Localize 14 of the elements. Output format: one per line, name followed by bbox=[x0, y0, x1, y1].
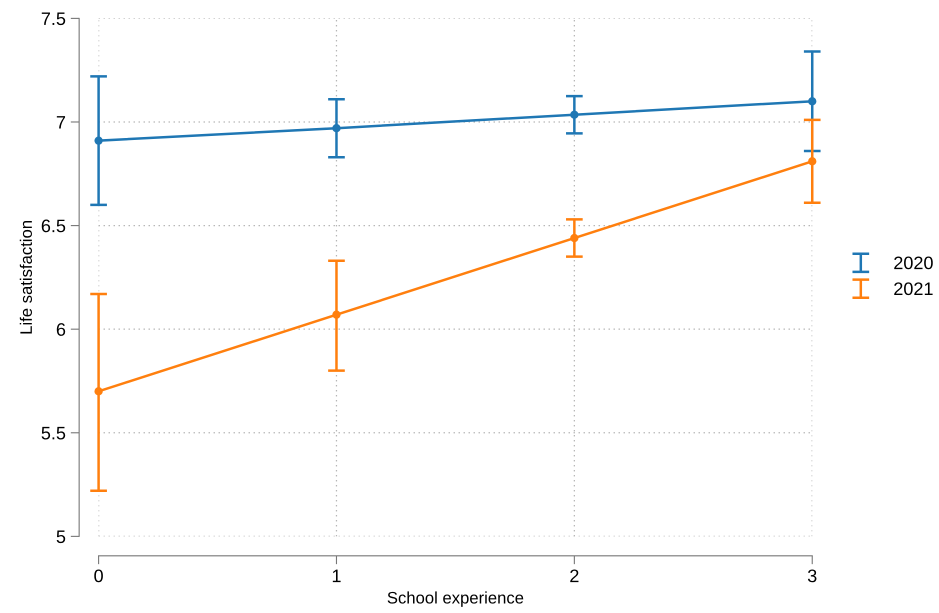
legend-label: 2021 bbox=[894, 282, 933, 296]
y-tick-label: 7.5 bbox=[42, 12, 66, 26]
y-tick-label: 5.5 bbox=[42, 426, 66, 440]
y-tick-label: 6 bbox=[56, 323, 66, 336]
y-tick-label: 6.5 bbox=[42, 220, 66, 232]
x-tick-label: 2 bbox=[570, 569, 578, 582]
y-tick-label: 5 bbox=[56, 530, 66, 544]
x-tick-label: 0 bbox=[94, 569, 103, 582]
x-tick-label: 1 bbox=[332, 570, 341, 582]
y-axis-title: Life satisfaction bbox=[20, 221, 32, 334]
x-axis-title: School experience bbox=[388, 591, 524, 607]
y-tick-label: 7 bbox=[56, 116, 66, 129]
legend-label: 2020 bbox=[894, 256, 933, 270]
x-tick-label: 3 bbox=[808, 569, 816, 582]
